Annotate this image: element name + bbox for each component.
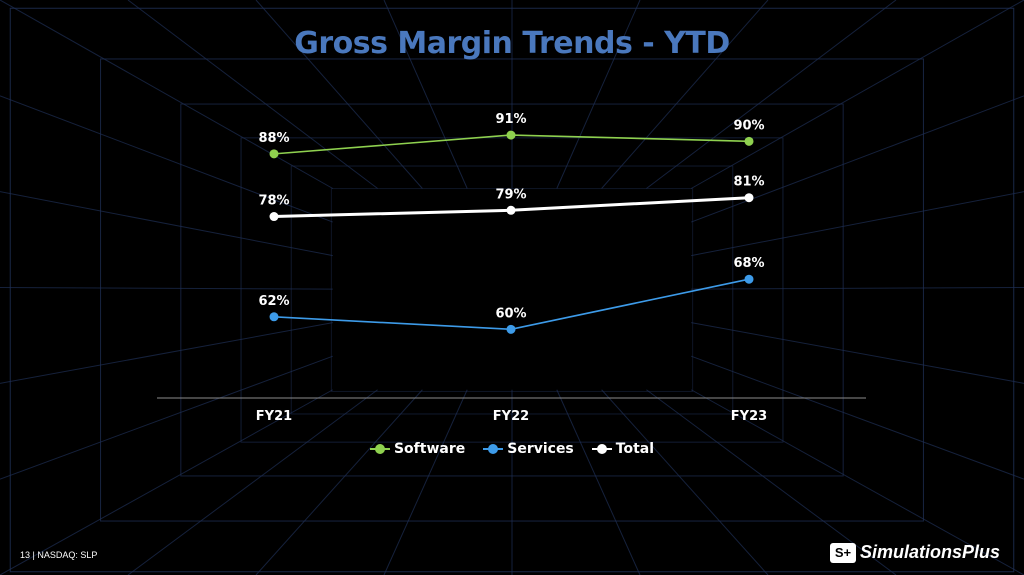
data-label-software: 91% bbox=[495, 112, 526, 127]
data-point-total bbox=[269, 212, 279, 222]
series-line-services bbox=[273, 278, 750, 331]
data-label-total: 78% bbox=[258, 194, 289, 209]
legend-swatch-services bbox=[483, 444, 504, 454]
company-logo: S+ SimulationsPlus bbox=[829, 542, 1000, 563]
legend-label-software: Software bbox=[393, 441, 466, 457]
x-tick-label: FY22 bbox=[493, 409, 529, 424]
data-label-total: 81% bbox=[733, 175, 764, 190]
legend-item-software: Software bbox=[369, 441, 466, 457]
x-tick-label: FY23 bbox=[731, 409, 767, 424]
data-point-software bbox=[269, 149, 279, 159]
legend-label-services: Services bbox=[507, 441, 574, 457]
data-label-services: 68% bbox=[733, 256, 764, 271]
legend-swatch-software bbox=[369, 444, 390, 454]
data-point-total bbox=[506, 205, 516, 215]
data-point-services bbox=[744, 274, 754, 284]
data-label-software: 90% bbox=[733, 118, 764, 133]
legend-label-total: Total bbox=[615, 441, 655, 457]
legend-item-services: Services bbox=[483, 441, 574, 457]
chart-title: Gross Margin Trends - YTD bbox=[294, 26, 730, 61]
x-tick-label: FY21 bbox=[256, 409, 292, 424]
data-label-services: 60% bbox=[495, 306, 526, 321]
data-label-services: 62% bbox=[258, 294, 289, 309]
legend-swatch-total bbox=[591, 444, 612, 454]
logo-text: SimulationsPlus bbox=[859, 542, 1000, 562]
data-point-total bbox=[744, 193, 754, 203]
data-label-total: 79% bbox=[495, 187, 526, 202]
footer-page-info: 13 | NASDAQ: SLP bbox=[20, 550, 98, 560]
data-point-software bbox=[506, 130, 516, 140]
data-point-services bbox=[269, 312, 279, 322]
legend: Software Services Total bbox=[0, 441, 1024, 457]
logo-mark-icon: S+ bbox=[829, 542, 856, 563]
data-point-software bbox=[744, 136, 754, 146]
data-point-services bbox=[506, 324, 516, 334]
data-label-software: 88% bbox=[258, 131, 289, 146]
legend-item-total: Total bbox=[591, 441, 655, 457]
